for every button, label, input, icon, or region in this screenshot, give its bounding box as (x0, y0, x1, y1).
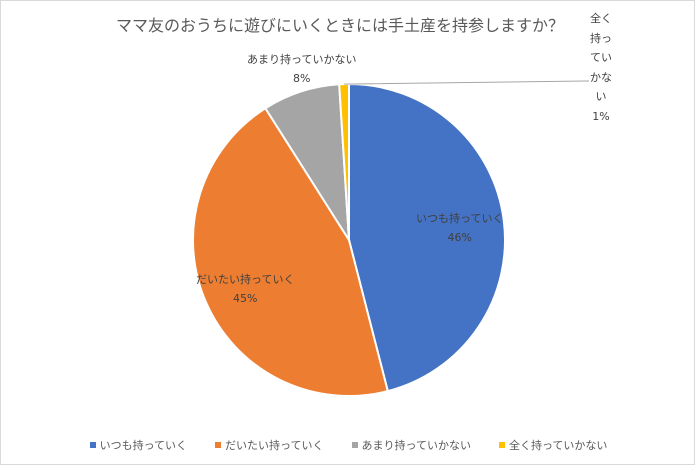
pie-slice-1 (192, 106, 390, 397)
data-label-value: 46% (447, 231, 472, 244)
legend-swatch (351, 442, 358, 448)
data-label-category: あまり持っていかない (247, 53, 357, 66)
data-label-0: いつも持っていく 46% (416, 209, 503, 247)
data-label-value: 8% (293, 72, 311, 85)
legend-item-0: いつも持っていく (89, 437, 188, 453)
legend-item-2: あまり持っていかない (351, 437, 471, 453)
data-label-category: いつも持っていく (416, 212, 504, 225)
legend-swatch (498, 442, 505, 448)
legend-swatch (89, 442, 96, 448)
pie-slice-0 (348, 82, 506, 393)
data-label-value: 45% (233, 292, 258, 305)
legend-label: だいたい持っていく (225, 439, 324, 452)
chart-title: ママ友のおうちに遊びにいくときには手土産を持参しますか？ (115, 16, 564, 35)
legend-item-3: 全く持っていかない (498, 437, 608, 453)
data-label-2: あまり持っていかない 8% (247, 50, 356, 88)
legend-swatch (215, 442, 222, 448)
data-label-category: 全く持っていかない (590, 12, 612, 103)
legend-label: 全く持っていかない (508, 439, 608, 452)
data-label-1: だいたい持っていく 45% (196, 270, 294, 308)
legend: いつも持っていく だいたい持っていく あまり持っていかない 全く持っていかない (1, 437, 694, 453)
leader-line (344, 80, 589, 85)
data-label-category: だいたい持っていく (196, 273, 295, 286)
data-label-3: 全く持っていかない 1% (589, 9, 613, 126)
legend-label: いつも持っていく (99, 439, 188, 452)
data-label-value: 1% (592, 109, 610, 123)
legend-label: あまり持っていかない (361, 439, 471, 452)
legend-item-1: だいたい持っていく (215, 437, 324, 453)
